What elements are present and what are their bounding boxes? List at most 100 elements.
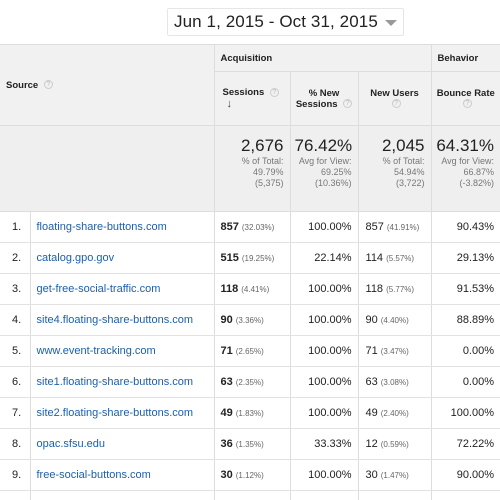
new-sessions-cell: 22.14% [290,242,359,274]
sessions-value: 90 [220,314,233,326]
source-column-header[interactable]: Source ? [0,44,215,126]
source-link[interactable]: floating-share-buttons.com [30,211,215,243]
bounce-rate-cell: 72.22% [431,428,500,460]
new-users-value: 90 [365,314,378,326]
row-index: 5. [0,335,31,367]
new-sessions-cell: 100.00% [290,335,359,367]
help-icon[interactable]: ? [391,99,401,109]
new-users-column-header[interactable]: New Users ? [358,71,432,126]
table-row: 6. site1.floating-share-buttons.com 63 (2.3… [0,366,500,398]
sessions-value: 118 [220,283,239,295]
new-users-cell: 118 (5.77%) [358,273,432,305]
totals-sessions-total: (5,375) [254,178,284,188]
sessions-value: 63 [220,376,233,388]
row-index: 8. [0,428,31,460]
new-users-percent: (5.77%) [386,285,415,294]
bounce-rate-cell: 91.53% [431,273,500,305]
sessions-percent: (3.36%) [235,316,264,325]
row-index: 10. [0,490,31,500]
source-link[interactable]: site4.floating-share-buttons.com [30,304,215,336]
sessions-value: 515 [220,252,239,264]
bounce-rate-column-header[interactable]: Bounce Rate ? [431,71,500,126]
totals-new-sessions-delta: (10.36%) [314,178,352,188]
new-users-value: 118 [365,283,384,295]
table-row: 4. site4.floating-share-buttons.com 90 (3.3… [0,304,500,336]
caret-down-icon[interactable] [384,20,397,26]
bounce-rate-cell: 0.00% [431,366,500,398]
source-link[interactable]: opac.sfsu.edu [30,428,215,460]
sessions-cell: 30(1.12%) [214,459,291,491]
help-icon[interactable]: ? [43,80,53,90]
sessions-cell: 118 (4.41%) [214,273,291,305]
row-index: 1. [0,211,31,243]
new-users-cell: 30 (1.47%) [358,459,432,491]
new-sessions-cell: 100.00% [290,459,359,491]
sessions-value: 49 [220,407,233,419]
source-link[interactable]: catalog.gpo.gov [30,242,215,274]
date-range-picker[interactable]: Jun 1, 2015 - Oct 31, 2015 [167,8,404,36]
acquisition-label: Acquisition [220,52,273,64]
sessions-percent: (1.35%) [235,440,264,449]
bounce-rate-cell: 100.00% [431,397,500,429]
bounce-rate-cell: 90.43% [431,211,500,243]
sessions-cell: 515 (19.25%) [214,242,291,274]
help-icon[interactable]: ? [269,87,279,97]
new-users-percent: (0.59%) [380,440,409,449]
new-users-value: 49 [365,407,378,419]
totals-new-users-value: 2,045 [381,136,425,155]
new-sessions-column-header[interactable]: % New Sessions ? [290,71,359,126]
row-index: 7. [0,397,31,429]
sessions-column-header[interactable]: Sessions ? ↓ [214,71,291,126]
totals-sessions-caption: % of Total: [241,156,284,166]
source-link[interactable]: free-social-buttons.com [30,459,215,491]
table-row: 10.iii-server.ualr.edu30(1.12%)13.33%4(0… [0,490,500,500]
totals-row: 2,676 % of Total: 49.79% (5,375) 76.42% … [0,125,500,212]
totals-bounce-rate: 64.31% Avg for View: 66.87% (-3.82%) [431,125,500,212]
report-table: Source ? Acquisition Behavior Sessions ?… [0,44,500,500]
new-users-cell: 49 (2.40%) [358,397,432,429]
help-icon[interactable]: ? [343,99,353,109]
sessions-percent: (1.83%) [235,409,264,418]
sessions-percent: (2.65%) [235,347,264,356]
new-users-cell: 114 (5.57%) [358,242,432,274]
bounce-rate-header-label: Bounce Rate [436,87,495,99]
sessions-cell: 857 (32.03%) [214,211,291,243]
new-users-value: 114 [365,252,384,264]
new-users-value: 71 [365,345,378,357]
behavior-label: Behavior [437,52,479,64]
new-users-percent: (1.47%) [380,471,409,480]
new-sessions-cell: 100.00% [290,211,359,243]
sessions-value: 857 [220,221,239,233]
sessions-cell: 49 (1.83%) [214,397,291,429]
date-bar: Jun 1, 2015 - Oct 31, 2015 [0,0,500,42]
sessions-percent: (4.41%) [241,285,270,294]
bounce-rate-cell: 0.00% [431,335,500,367]
new-sessions-cell: 13.33% [290,490,359,500]
help-icon[interactable]: ? [462,99,472,109]
totals-bounce-rate-avg: 66.87% [463,167,495,177]
sessions-percent: (2.35%) [235,378,264,387]
source-link[interactable]: iii-server.ualr.edu [30,490,215,500]
row-index: 4. [0,304,31,336]
new-sessions-cell: 100.00% [290,397,359,429]
source-link[interactable]: www.event-tracking.com [30,335,215,367]
new-sessions-cell: 100.00% [290,273,359,305]
totals-sessions-percent: 49.79% [252,167,284,177]
sessions-percent: (19.25%) [241,254,275,263]
new-users-value: 12 [365,438,378,450]
table-row: 8. opac.sfsu.edu 36 (1.35%) 33.33% 12 (0.59%) 7… [0,428,500,460]
sessions-percent: (1.12%) [235,471,264,480]
totals-bounce-rate-value: 64.31% [436,136,495,155]
source-link[interactable]: site2.floating-share-buttons.com [30,397,215,429]
new-users-percent: (5.57%) [386,254,415,263]
bounce-rate-cell: 29.13% [431,242,500,274]
source-link[interactable]: site1.floating-share-buttons.com [30,366,215,398]
acquisition-group-header: Acquisition [214,44,432,72]
row-index: 3. [0,273,31,305]
table-row: 9. free-social-buttons.com 30 (1.12%) 100.00… [0,459,500,491]
table-row: 5. www.event-tracking.com 71 (2.65%) 100.00%… [0,335,500,367]
source-link[interactable]: get-free-social-traffic.com [30,273,215,305]
sort-descending-icon[interactable]: ↓ [226,98,233,110]
totals-new-users-total: (3,722) [395,178,425,188]
sessions-value: 71 [220,345,233,357]
